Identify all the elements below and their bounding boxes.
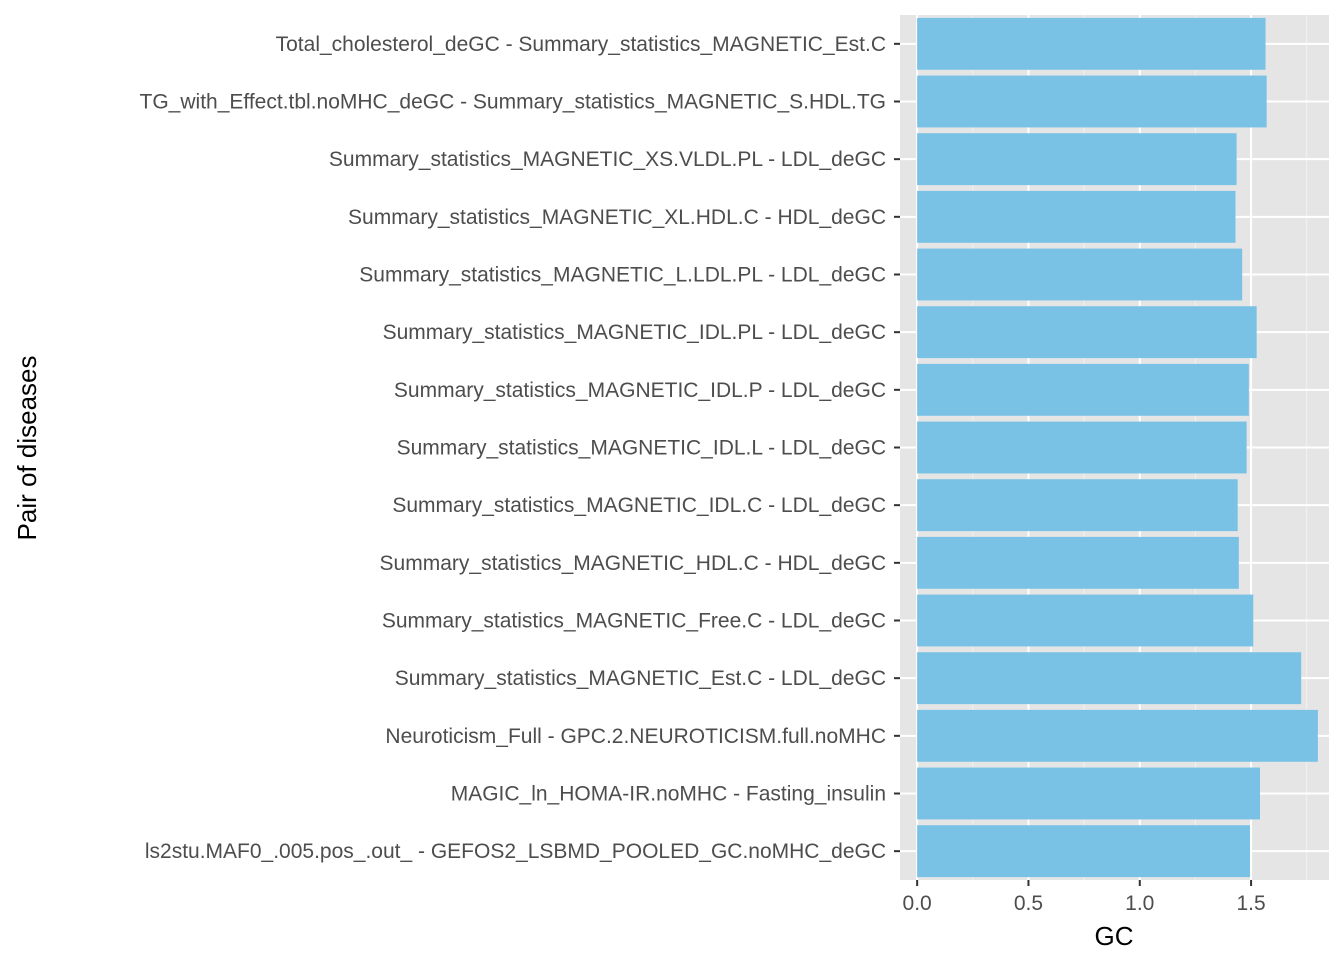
y-tick-label: TG_with_Effect.tbl.noMHC_deGC - Summary_… — [140, 91, 886, 114]
y-tick-label: Summary_statistics_MAGNETIC_L.LDL.PL - L… — [359, 264, 886, 287]
y-axis-ticks: Total_cholesterol_deGC - Summary_statist… — [140, 33, 900, 863]
bar — [917, 75, 1267, 128]
x-axis-title: GC — [1095, 921, 1134, 951]
y-tick-label: Total_cholesterol_deGC - Summary_statist… — [276, 33, 886, 56]
bars — [917, 17, 1318, 878]
bar — [917, 767, 1260, 820]
x-tick-label: 1.0 — [1125, 892, 1154, 915]
bar — [917, 248, 1243, 301]
bar — [917, 17, 1266, 70]
y-tick-label: Summary_statistics_MAGNETIC_IDL.PL - LDL… — [383, 321, 886, 344]
y-tick-label: Summary_statistics_MAGNETIC_Free.C - LDL… — [382, 610, 886, 633]
y-tick-label: Summary_statistics_MAGNETIC_Est.C - LDL_… — [395, 667, 886, 690]
bar — [917, 709, 1318, 762]
y-tick-label: ls2stu.MAF0_.005.pos_.out_ - GEFOS2_LSBM… — [145, 840, 886, 863]
y-tick-label: Summary_statistics_MAGNETIC_IDL.C - LDL_… — [392, 494, 886, 517]
bar — [917, 594, 1254, 647]
bar — [917, 306, 1257, 359]
x-axis-ticks: 0.0 0.5 1.0 1.5 — [903, 880, 1266, 915]
bar — [917, 536, 1239, 589]
x-tick-label: 0.0 — [903, 892, 932, 915]
y-tick-label: Summary_statistics_MAGNETIC_XL.HDL.C - H… — [348, 206, 886, 229]
bar — [917, 479, 1238, 532]
y-tick-label: MAGIC_ln_HOMA-IR.noMHC - Fasting_insulin — [451, 783, 886, 806]
bar — [917, 421, 1247, 474]
x-tick-label: 0.5 — [1014, 892, 1043, 915]
bar — [917, 825, 1250, 878]
bar — [917, 363, 1249, 416]
y-tick-label: Summary_statistics_MAGNETIC_IDL.L - LDL_… — [397, 437, 886, 460]
bar — [917, 652, 1302, 705]
y-tick-label: Summary_statistics_MAGNETIC_XS.VLDL.PL -… — [329, 148, 886, 171]
bar — [917, 190, 1236, 243]
y-tick-label: Summary_statistics_MAGNETIC_HDL.C - HDL_… — [380, 552, 886, 575]
x-tick-label: 1.5 — [1236, 892, 1265, 915]
y-tick-label: Neuroticism_Full - GPC.2.NEUROTICISM.ful… — [385, 725, 886, 748]
y-tick-label: Summary_statistics_MAGNETIC_IDL.P - LDL_… — [394, 379, 886, 402]
bar — [917, 133, 1237, 186]
y-axis-title: Pair of diseases — [12, 356, 42, 541]
